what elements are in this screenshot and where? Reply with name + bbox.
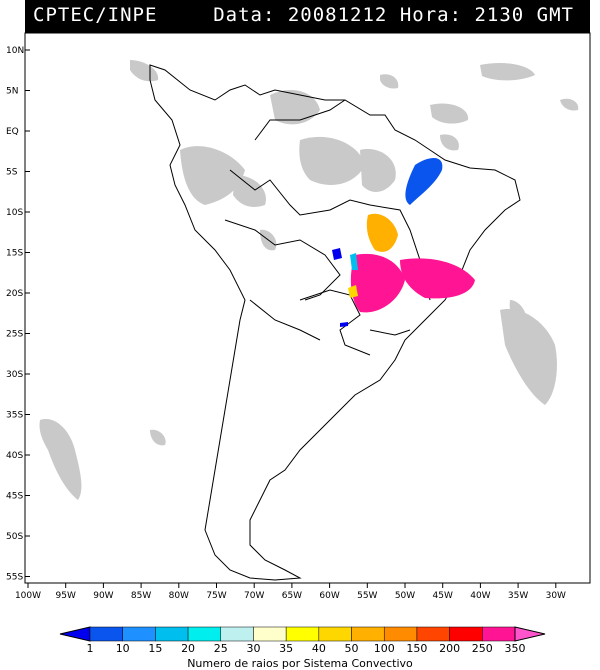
- colorbar-swatch: [351, 626, 385, 642]
- colorbar-label: 200: [439, 642, 460, 655]
- lightning-system-ne-blue: [405, 158, 443, 205]
- lat-label: 5S: [6, 168, 18, 178]
- colorbar-swatch: [89, 626, 123, 642]
- lightning-system-small-yellow: [348, 285, 358, 298]
- lon-label: 40W: [470, 591, 490, 601]
- lat-label: 40S: [6, 451, 23, 461]
- colorbar-label: 40: [312, 642, 326, 655]
- lon-label: 70W: [244, 591, 264, 601]
- lightning-system-small-blue: [340, 322, 348, 327]
- colorbar-right-arrow: [514, 626, 546, 642]
- colorbar-label: 35: [279, 642, 293, 655]
- source-label: CPTEC/INPE: [33, 4, 158, 26]
- cloud-cover: [39, 60, 579, 500]
- lightning-system-se-magenta-1: [350, 253, 405, 313]
- lat-label: 10N: [6, 46, 24, 56]
- lon-label: 95W: [56, 591, 76, 601]
- colorbar-swatch: [318, 626, 352, 642]
- map-frame: [24, 32, 591, 584]
- colorbar-swatch: [383, 626, 418, 642]
- datetime-label: Data: 20081212 Hora: 2130 GMT: [213, 4, 574, 26]
- lon-label: 90W: [93, 591, 113, 601]
- lat-label: 5N: [6, 87, 18, 97]
- lat-label: 55S: [6, 573, 23, 583]
- lightning-cells: [332, 158, 475, 327]
- lon-label: 80W: [169, 591, 189, 601]
- legend-colorbar: 1 10 15 20 25 30 35 40 50 100 150 200 250 350: [59, 626, 546, 655]
- colorbar-swatch: [253, 626, 287, 642]
- lon-label: 35W: [508, 591, 528, 601]
- legend-title: Numero de raios por Sistema Convectivo: [187, 657, 413, 670]
- lat-label: 50S: [6, 532, 23, 542]
- lon-label: 30W: [546, 591, 566, 601]
- colorbar-label: 30: [246, 642, 260, 655]
- colorbar-swatch: [220, 626, 254, 642]
- lon-label: 55W: [357, 591, 377, 601]
- colorbar-label: 350: [505, 642, 526, 655]
- longitude-labels: 100W 95W 90W 85W 80W 75W 70W 65W 60W 55W 50W 45W 40W…: [15, 583, 566, 601]
- colorbar-label: 15: [148, 642, 162, 655]
- lon-label: 60W: [319, 591, 339, 601]
- lat-label: 35S: [6, 411, 23, 421]
- lat-label: 25S: [6, 330, 23, 340]
- lon-label: 50W: [395, 591, 415, 601]
- colorbar-label: 20: [181, 642, 195, 655]
- colorbar-label: 250: [472, 642, 493, 655]
- lightning-system-west-blue: [332, 248, 342, 260]
- colorbar-label: 150: [406, 642, 427, 655]
- lightning-system-west-cyan: [350, 253, 358, 270]
- colorbar-label: 25: [214, 642, 228, 655]
- colorbar-label: 50: [345, 642, 359, 655]
- hour-value: 2130 GMT: [474, 4, 574, 26]
- latitude-labels: 10N 5N EQ 5S 10S 15S 20S 25S 30S 35S 40S 45S 50S 55S: [6, 46, 30, 583]
- date-value: 20081212: [287, 4, 388, 26]
- lon-label: 100W: [15, 591, 41, 601]
- lon-label: 75W: [206, 591, 226, 601]
- colorbar-swatch: [449, 626, 483, 642]
- colorbar-swatch: [187, 626, 222, 642]
- colorbar-label: 10: [116, 642, 130, 655]
- map-header: CPTEC/INPE Data: 20081212 Hora: 2130 GMT: [25, 0, 590, 33]
- lon-label: 65W: [282, 591, 302, 601]
- date-label: Data:: [213, 4, 276, 26]
- lon-label: 45W: [433, 591, 453, 601]
- lightning-system-se-magenta-2: [400, 258, 475, 299]
- lat-label: 45S: [6, 492, 23, 502]
- colorbar-swatch: [285, 626, 320, 642]
- colorbar-label: 1: [87, 642, 94, 655]
- colorbar-left-arrow: [59, 626, 91, 642]
- colorbar-label: 100: [374, 642, 395, 655]
- colorbar-swatch: [482, 626, 516, 642]
- lat-label: 20S: [6, 289, 23, 299]
- lat-label: EQ: [6, 127, 19, 137]
- lightning-system-central-orange: [366, 213, 398, 252]
- lat-label: 10S: [6, 208, 23, 218]
- colorbar-swatch: [416, 626, 450, 642]
- colorbar-swatch: [122, 626, 156, 642]
- colorbar-swatch: [155, 626, 189, 642]
- lon-label: 85W: [131, 591, 151, 601]
- coastline: [149, 64, 521, 581]
- lat-label: 15S: [6, 249, 23, 259]
- lat-label: 30S: [6, 370, 23, 380]
- hour-label: Hora:: [399, 4, 463, 26]
